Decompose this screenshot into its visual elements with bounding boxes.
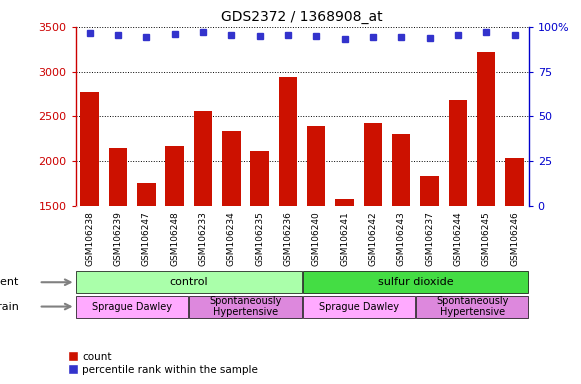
Bar [279, 77, 297, 206]
Text: GSM106241: GSM106241 [340, 211, 349, 266]
Bar [194, 111, 212, 206]
Text: GSM106237: GSM106237 [425, 211, 434, 266]
Bar [166, 146, 184, 206]
Text: GSM106242: GSM106242 [368, 211, 378, 266]
Text: GSM106243: GSM106243 [397, 211, 406, 266]
Bar [137, 183, 156, 206]
Bar [364, 123, 382, 206]
Bar [307, 126, 325, 206]
Title: GDS2372 / 1368908_at: GDS2372 / 1368908_at [221, 10, 383, 25]
Legend: count, percentile rank within the sample: count, percentile rank within the sample [63, 348, 262, 379]
Text: GSM106248: GSM106248 [170, 211, 179, 266]
Text: GSM106233: GSM106233 [199, 211, 207, 266]
Text: GSM106238: GSM106238 [85, 211, 94, 266]
FancyBboxPatch shape [76, 271, 302, 293]
FancyBboxPatch shape [189, 296, 302, 318]
Bar [477, 52, 496, 206]
Text: GSM106245: GSM106245 [482, 211, 491, 266]
Text: GSM106234: GSM106234 [227, 211, 236, 266]
Text: control: control [170, 277, 208, 287]
Text: agent: agent [0, 277, 19, 287]
Bar [250, 151, 269, 206]
Text: GSM106247: GSM106247 [142, 211, 151, 266]
Bar [222, 131, 241, 206]
Bar [81, 92, 99, 206]
Text: Spontaneously
Hypertensive: Spontaneously Hypertensive [436, 296, 508, 317]
Bar [392, 134, 410, 206]
Text: Spontaneously
Hypertensive: Spontaneously Hypertensive [209, 296, 282, 317]
FancyBboxPatch shape [303, 271, 528, 293]
Text: GSM106236: GSM106236 [284, 211, 292, 266]
Text: GSM106239: GSM106239 [113, 211, 123, 266]
Text: GSM106240: GSM106240 [312, 211, 321, 266]
FancyBboxPatch shape [76, 296, 188, 318]
Bar [449, 100, 467, 206]
Bar [421, 175, 439, 206]
Text: GSM106244: GSM106244 [453, 211, 462, 266]
FancyBboxPatch shape [416, 296, 528, 318]
Bar [109, 148, 127, 206]
Text: strain: strain [0, 301, 19, 311]
Bar [505, 158, 523, 206]
Text: sulfur dioxide: sulfur dioxide [378, 277, 453, 287]
Text: Sprague Dawley: Sprague Dawley [92, 301, 172, 311]
Text: Sprague Dawley: Sprague Dawley [319, 301, 399, 311]
Text: GSM106246: GSM106246 [510, 211, 519, 266]
Bar [335, 199, 354, 206]
FancyBboxPatch shape [303, 296, 415, 318]
Text: GSM106235: GSM106235 [255, 211, 264, 266]
